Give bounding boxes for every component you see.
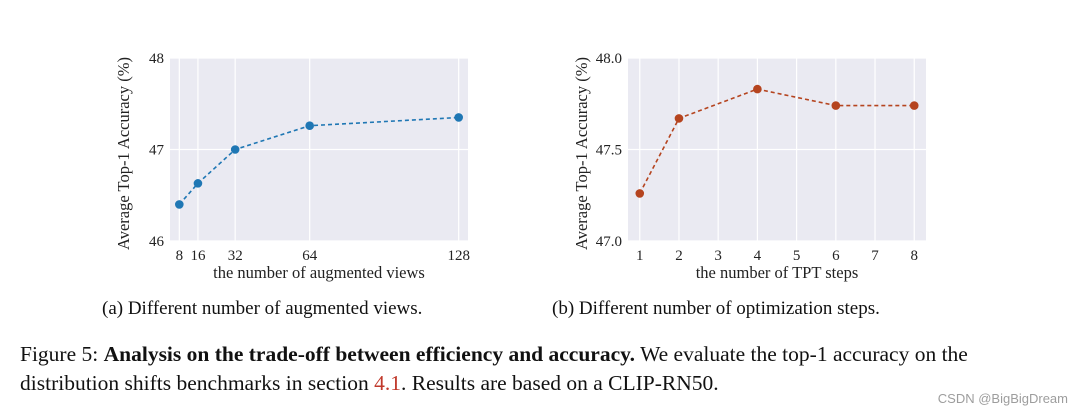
x-tick-label-6: 7 [871, 248, 879, 264]
x-tick-label-5: 6 [832, 248, 840, 264]
data-point-3 [305, 121, 314, 131]
data-point-2 [753, 84, 762, 94]
chart-b-svg: 1 2 3 4 5 6 7 8 47.0 47.5 48.0 the number of TPT st… [572, 51, 926, 282]
x-tick-label-1: 2 [675, 248, 683, 264]
y-tick-label-2: 48.0 [596, 51, 622, 67]
data-point-0 [635, 189, 645, 198]
data-point-1 [193, 179, 203, 188]
y-tick-label-0: 46 [149, 234, 165, 250]
chart-augmented-views: 8 16 32 64 128 46 47 48 the number of augmented … [100, 0, 480, 290]
x-tick-label-0: 8 [176, 248, 184, 264]
data-point-3 [831, 101, 841, 110]
y-tick-label-2: 48 [149, 51, 164, 67]
x-axis-label: the number of augmented views [213, 263, 425, 282]
subcaption-a: (a) Different number of augmented views. [102, 298, 423, 319]
x-tick-label-0: 1 [636, 248, 644, 264]
data-point-4 [909, 101, 919, 110]
x-tick-label-3: 4 [754, 248, 762, 264]
data-point-0 [175, 200, 184, 209]
figure-caption: Figure 5: Analysis on the trade-off betw… [20, 340, 1060, 398]
caption-text-1: We evaluate the top-1 accuracy on the di… [20, 342, 968, 395]
caption-bold: Analysis on the trade-off between effici… [103, 342, 636, 366]
watermark: CSDN @BigBigDream [937, 391, 1068, 406]
x-axis-label: the number of TPT steps [696, 263, 859, 282]
x-tick-label-2: 3 [714, 248, 722, 264]
y-axis-label: Average Top-1 Accuracy (%) [114, 57, 133, 250]
data-point-2 [230, 145, 240, 154]
x-tick-label-4: 128 [447, 248, 470, 264]
x-tick-label-7: 8 [910, 248, 918, 264]
x-tick-label-3: 64 [302, 248, 318, 264]
y-tick-label-1: 47.5 [596, 143, 622, 159]
caption-label: Figure 5: [20, 342, 99, 366]
data-point-1 [674, 114, 684, 123]
subcaption-b: (b) Different number of optimization ste… [552, 298, 880, 319]
x-tick-label-4: 5 [793, 248, 801, 264]
caption-section-link[interactable]: 4.1 [374, 371, 401, 395]
x-tick-label-1: 16 [190, 248, 206, 264]
y-tick-label-0: 47.0 [596, 234, 622, 250]
caption-text-2: . Results are based on a CLIP-RN50. [401, 371, 719, 395]
y-tick-label-1: 47 [149, 143, 165, 159]
x-tick-label-2: 32 [228, 248, 243, 264]
data-point-4 [454, 113, 463, 122]
chart-a-svg: 8 16 32 64 128 46 47 48 the number of augmented … [114, 51, 470, 282]
chart-tpt-steps: 1 2 3 4 5 6 7 8 47.0 47.5 48.0 the number of TPT st… [558, 0, 938, 290]
y-axis-label: Average Top-1 Accuracy (%) [572, 57, 591, 250]
